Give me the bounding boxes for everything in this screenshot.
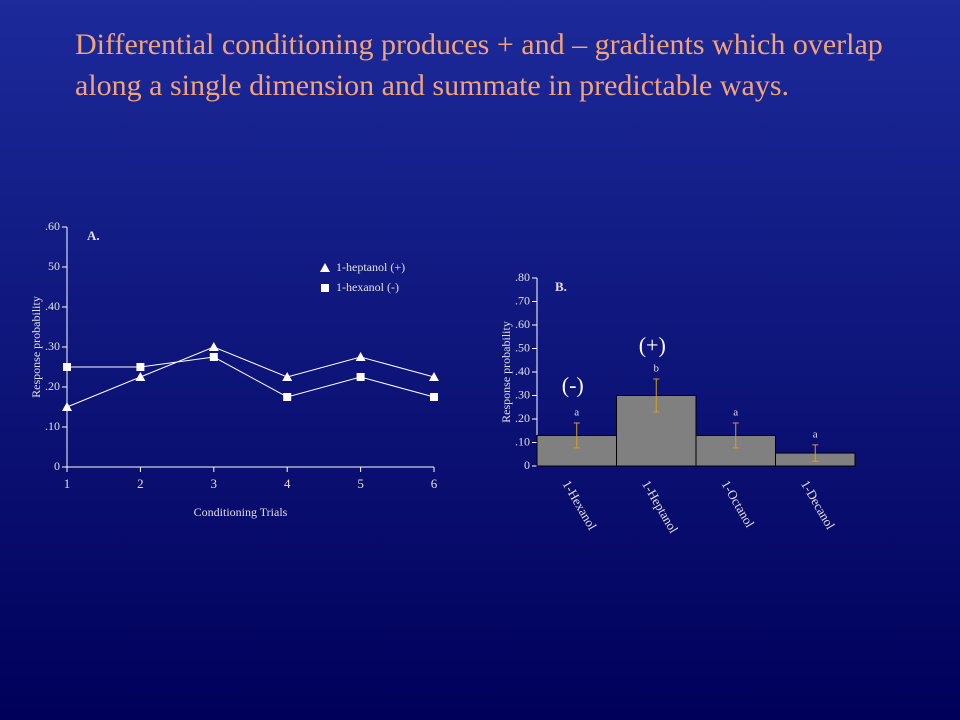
error-bar [812, 444, 819, 462]
panel-label: B. [555, 279, 567, 294]
x-tick-label: 3 [211, 476, 218, 491]
x-axis-label: Conditioning Trials [194, 505, 288, 519]
bar-annotation: (+) [639, 333, 666, 358]
y-tick-label: .10 [515, 434, 530, 448]
y-axis-label: Response probability [29, 296, 43, 398]
point [429, 372, 439, 381]
x-tick-label: 6 [431, 476, 438, 491]
sig-label: a [574, 407, 579, 419]
y-tick-label: .70 [515, 293, 530, 307]
y-axis-label: Response probability [499, 321, 513, 423]
x-tick-label: 2 [137, 476, 144, 491]
y-tick-label: .40 [45, 299, 60, 313]
x-tick-label: 5 [357, 476, 364, 491]
panel-label: A. [87, 228, 100, 243]
point [208, 342, 219, 351]
y-tick-label: .50 [515, 340, 530, 354]
point [430, 393, 438, 401]
y-tick-label: .30 [45, 339, 60, 353]
y-tick-label: .20 [515, 411, 530, 425]
sig-label: b [654, 363, 660, 375]
sig-label: a [733, 407, 738, 419]
point [355, 352, 366, 361]
point [62, 402, 72, 411]
y-tick-label: .80 [515, 270, 530, 284]
point [209, 353, 218, 361]
bar-annotation: (-) [562, 372, 584, 397]
x-tick-label: 1 [64, 476, 71, 491]
y-tick-label: 0 [524, 458, 530, 472]
y-tick-label: 0 [54, 459, 60, 473]
legend-marker [320, 263, 330, 272]
y-tick-label: .30 [515, 387, 530, 401]
y-tick-label: .40 [515, 364, 530, 378]
point [63, 363, 71, 371]
point [136, 363, 145, 371]
y-tick-label: 50 [48, 259, 60, 273]
point [356, 373, 365, 381]
legend-label: 1-heptanol (+) [336, 260, 405, 274]
y-tick-label: .20 [45, 379, 60, 393]
sig-label: a [813, 428, 818, 440]
series-line [66, 346, 435, 408]
point [282, 372, 293, 381]
point [283, 393, 292, 401]
y-tick-label: .10 [45, 419, 60, 433]
error-bar [732, 422, 739, 449]
y-tick-label: .60 [45, 219, 60, 233]
error-bar [653, 378, 660, 413]
y-tick-label: .60 [515, 317, 530, 331]
series-line [67, 356, 435, 398]
point [135, 372, 146, 381]
x-tick-label: 4 [284, 476, 291, 491]
legend-marker [321, 284, 329, 292]
error-bar [573, 422, 580, 449]
slide-title: Differential conditioning produces + and… [75, 28, 883, 102]
legend-label: 1-hexanol (-) [336, 280, 399, 294]
